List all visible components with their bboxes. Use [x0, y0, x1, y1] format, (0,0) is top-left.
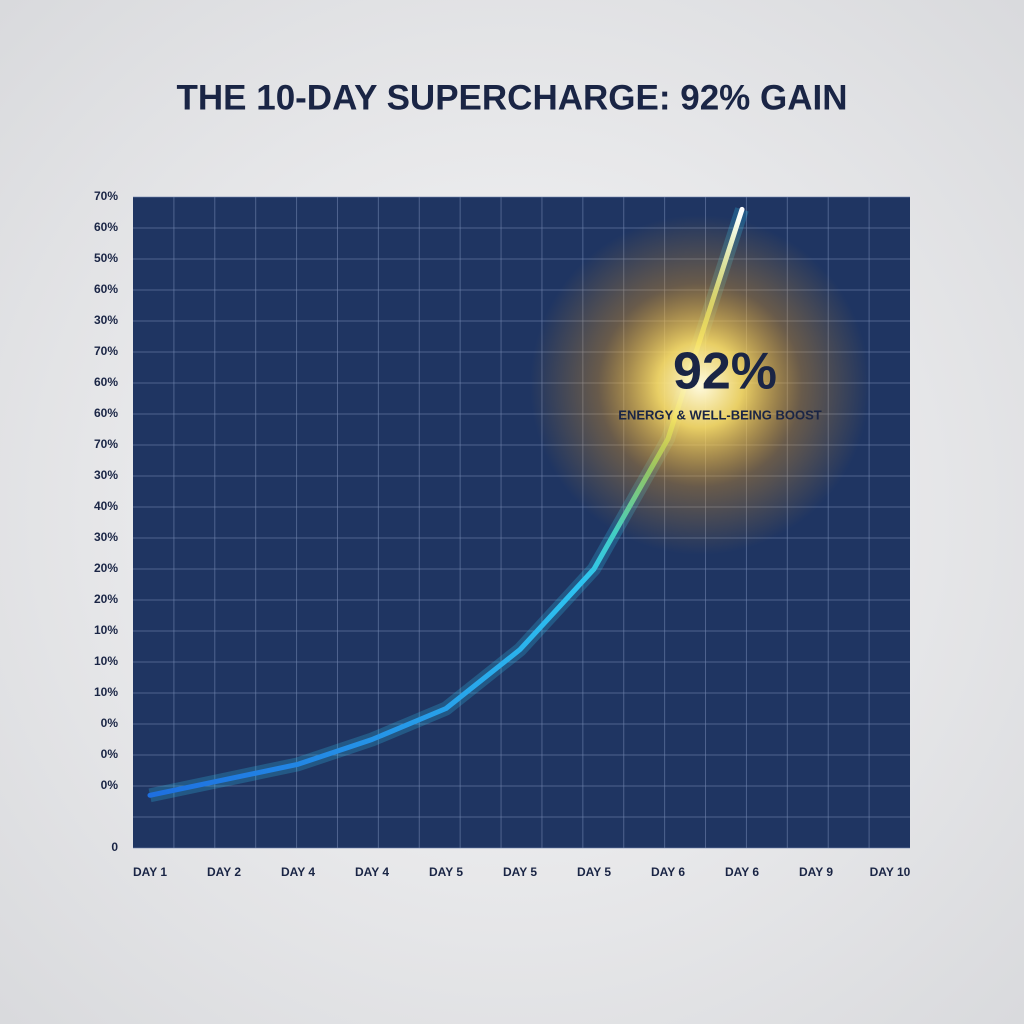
- y-tick-label: 0%: [101, 747, 119, 761]
- y-tick-label: 40%: [94, 499, 118, 513]
- x-tick-label: DAY 5: [429, 865, 463, 879]
- y-tick-label: 60%: [94, 220, 118, 234]
- x-tick-label: DAY 6: [651, 865, 685, 879]
- x-tick-label: DAY 1: [133, 865, 167, 879]
- y-tick-label: 60%: [94, 375, 118, 389]
- y-tick-label: 30%: [94, 468, 118, 482]
- y-tick-label: 60%: [94, 282, 118, 296]
- y-tick-label: 70%: [94, 437, 118, 451]
- x-tick-label: DAY 4: [281, 865, 315, 879]
- y-tick-label: 10%: [94, 685, 118, 699]
- y-tick-label: 50%: [94, 251, 118, 265]
- x-tick-label: DAY 2: [207, 865, 241, 879]
- y-tick-label: 70%: [94, 189, 118, 203]
- y-tick-label: 20%: [94, 561, 118, 575]
- x-tick-label: DAY 6: [725, 865, 759, 879]
- x-tick-label: DAY 9: [799, 865, 833, 879]
- y-tick-label: 30%: [94, 530, 118, 544]
- x-tick-label: DAY 4: [355, 865, 389, 879]
- x-tick-label: DAY 5: [503, 865, 537, 879]
- y-tick-label: 0%: [101, 778, 119, 792]
- y-tick-label: 30%: [94, 313, 118, 327]
- annotation-text: ENERGY & WELL-BEING BOOST: [618, 407, 821, 422]
- glow: [530, 215, 870, 555]
- x-tick-label: DAY 10: [870, 865, 911, 879]
- y-tick-label: 10%: [94, 654, 118, 668]
- annotation-value: 92%: [673, 343, 777, 401]
- chart-title: THE 10-DAY SUPERCHARGE: 92% GAIN: [177, 78, 848, 117]
- x-tick-label: DAY 5: [577, 865, 611, 879]
- y-tick-label: 10%: [94, 623, 118, 637]
- y-tick-label: 0%: [101, 716, 119, 730]
- y-tick-label: 0: [111, 840, 118, 854]
- y-tick-label: 70%: [94, 344, 118, 358]
- y-tick-label: 60%: [94, 406, 118, 420]
- y-tick-label: 20%: [94, 592, 118, 606]
